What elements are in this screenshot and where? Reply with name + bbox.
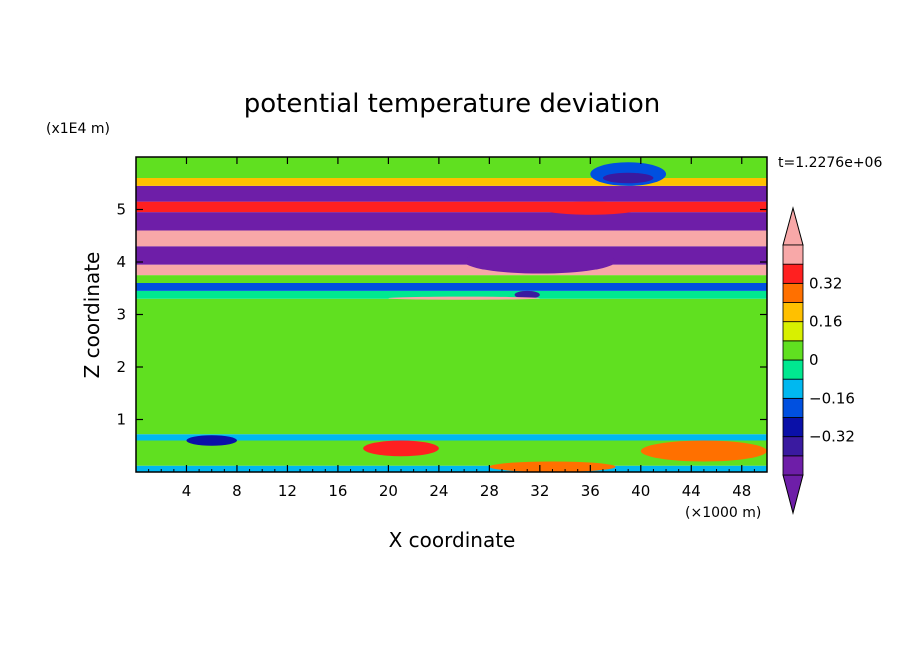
contour-band-13 xyxy=(136,178,767,186)
contour-feature-6 xyxy=(489,461,616,472)
chart-title: potential temperature deviation xyxy=(244,89,660,119)
colorbar-top-arrow xyxy=(782,206,804,246)
colorbar: −0.32 −0.16 0 0.16 0.32 xyxy=(782,206,855,515)
contour-feature-9 xyxy=(539,201,641,215)
contour-feature-0 xyxy=(514,290,540,299)
x-tick-label: 48 xyxy=(732,482,751,500)
contour-band-11 xyxy=(136,201,767,213)
y-tick-label: 1 xyxy=(116,411,126,429)
contour-band-5 xyxy=(136,283,767,291)
x-tick-label: 40 xyxy=(631,482,650,500)
x-tick-label: 20 xyxy=(379,482,398,500)
x-tick-label: 16 xyxy=(328,482,347,500)
contour-feature-1 xyxy=(388,296,540,300)
contour-band-14 xyxy=(136,157,767,178)
y-axis-label: Z coordinate xyxy=(80,252,104,379)
x-tick-label: 12 xyxy=(278,482,297,500)
colorbar-label: 0.16 xyxy=(809,313,842,331)
colorbar-swatch-6 xyxy=(782,340,804,361)
contour-band-4 xyxy=(136,290,767,299)
colorbar-swatch-9 xyxy=(782,282,804,303)
colorbar-swatch-5 xyxy=(782,359,804,380)
x-tick-label: 24 xyxy=(429,482,448,500)
colorbar-swatch-1 xyxy=(782,436,804,457)
plot-area xyxy=(136,157,768,472)
colorbar-swatch-7 xyxy=(782,321,804,342)
contour-feature-5 xyxy=(363,440,439,457)
colorbar-label: −0.16 xyxy=(809,389,855,407)
x-tick-label: 44 xyxy=(682,482,701,500)
contour-band-9 xyxy=(136,230,767,247)
x-axis-label: X coordinate xyxy=(389,528,516,552)
time-label: t=1.2276e+06 xyxy=(778,155,882,171)
colorbar-swatch-0 xyxy=(782,455,804,476)
contour-feature-4 xyxy=(464,248,616,274)
y-tick-label: 4 xyxy=(116,253,126,271)
x-tick-label: 28 xyxy=(480,482,499,500)
x-tick-label: 36 xyxy=(581,482,600,500)
colorbar-label: 0.32 xyxy=(809,274,842,292)
x-tick-label: 32 xyxy=(530,482,549,500)
x-tick-label: 8 xyxy=(232,482,242,500)
colorbar-swatch-3 xyxy=(782,397,804,418)
contour-feature-7 xyxy=(640,440,768,462)
x-tick-label: 4 xyxy=(182,482,192,500)
colorbar-swatch-8 xyxy=(782,302,804,323)
y-axis-unit: (x1E4 m) xyxy=(46,121,110,137)
colorbar-label: 0 xyxy=(809,351,819,369)
y-tick-label: 5 xyxy=(116,201,126,219)
contour-feature-3 xyxy=(602,172,654,184)
contour-band-0 xyxy=(136,465,767,472)
colorbar-swatch-11 xyxy=(782,244,804,265)
colorbar-bottom-arrow xyxy=(782,474,804,515)
contour-band-12 xyxy=(136,185,767,202)
y-tick-label: 2 xyxy=(116,358,126,376)
x-axis-unit: (×1000 m) xyxy=(685,505,761,521)
contour-band-10 xyxy=(136,212,767,231)
contour-band-2 xyxy=(136,434,767,441)
colorbar-swatch-10 xyxy=(782,263,804,284)
contour-band-6 xyxy=(136,275,767,283)
colorbar-label: −0.32 xyxy=(809,428,855,446)
contour-feature-8 xyxy=(186,435,237,446)
contour-band-7 xyxy=(136,264,767,276)
colorbar-swatch-2 xyxy=(782,417,804,438)
colorbar-swatch-4 xyxy=(782,378,804,399)
contour-band-8 xyxy=(136,246,767,265)
y-tick-label: 3 xyxy=(116,306,126,324)
contour-band-3 xyxy=(136,298,767,435)
